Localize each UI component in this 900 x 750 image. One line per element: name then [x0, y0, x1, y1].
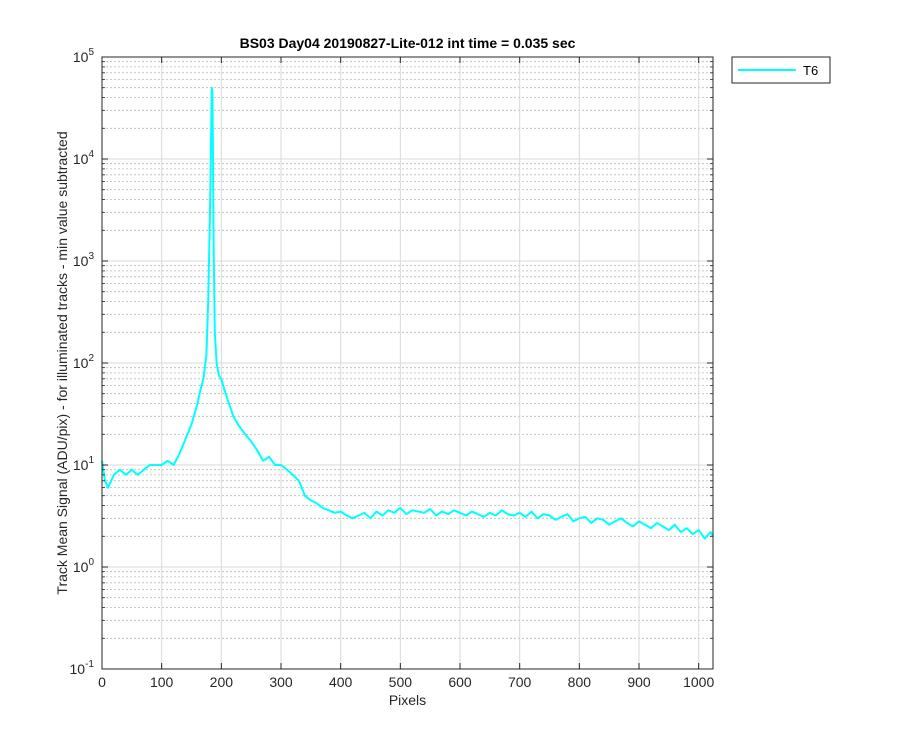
chart-title: BS03 Day04 20190827-Lite-012 int time = … [240, 35, 576, 51]
ticks [101, 56, 713, 670]
x-tick-label: 500 [389, 674, 413, 690]
x-tick-label: 300 [269, 674, 293, 690]
y-tick-label: 100 [73, 557, 95, 575]
x-tick-label: 400 [329, 674, 353, 690]
y-tick-label: 10-1 [70, 659, 95, 677]
x-tick-label: 200 [210, 674, 234, 690]
legend-entry-T6: T6 [803, 63, 818, 78]
series-line-T6 [101, 86, 714, 540]
x-tick-label: 0 [98, 674, 106, 690]
x-tick-label: 800 [568, 674, 592, 690]
legend: T6 [731, 56, 831, 84]
x-tick-labels: 0 100 200 300 400 500 600 700 800 900 1000 [98, 674, 714, 690]
x-tick-label: 1000 [683, 674, 714, 690]
x-tick-label: 100 [150, 674, 174, 690]
y-tick-labels: 10-1 100 101 102 103 104 105 [70, 47, 95, 677]
series-layer [101, 86, 714, 540]
y-tick-label: 104 [73, 149, 95, 167]
y-tick-label: 102 [73, 353, 95, 371]
y-tick-label: 101 [73, 455, 95, 473]
x-axis-label: Pixels [389, 692, 426, 708]
major-grid [101, 56, 713, 670]
y-tick-label: 103 [73, 251, 95, 269]
y-tick-label: 105 [73, 47, 95, 65]
y-axis-label: Track Mean Signal (ADU/pix) - for illumi… [54, 131, 70, 594]
minor-grid [102, 61, 713, 639]
x-tick-label: 600 [448, 674, 472, 690]
x-tick-label: 900 [627, 674, 651, 690]
x-tick-label: 700 [508, 674, 532, 690]
